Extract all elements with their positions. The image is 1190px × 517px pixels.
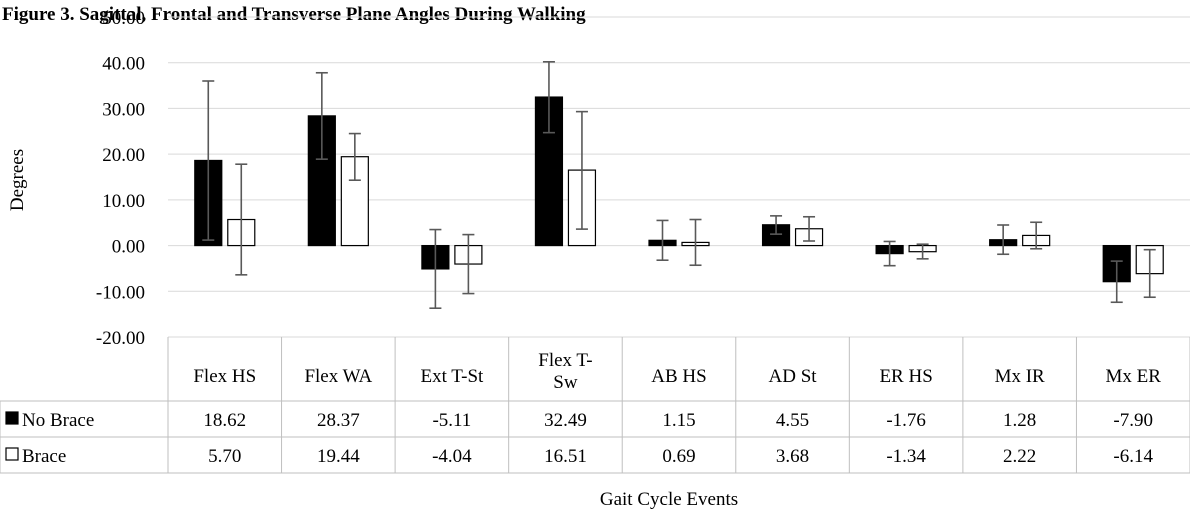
table-cell-value: -4.04 <box>432 446 472 467</box>
error-bar <box>575 110 588 230</box>
error-bar <box>883 240 896 267</box>
table-cell-value: -6.14 <box>1113 446 1153 467</box>
table-cell-value: 16.51 <box>544 446 587 467</box>
table-cell-value: 4.55 <box>776 410 809 431</box>
error-bar <box>348 132 361 181</box>
table-cell-value: 1.28 <box>1003 410 1036 431</box>
y-tick-label: -20.00 <box>96 328 145 349</box>
category-label: Flex T-Sw <box>538 350 592 393</box>
category-label: Ext T-St <box>420 366 484 387</box>
error-bar <box>997 224 1010 256</box>
error-bar <box>770 215 783 235</box>
table-cell-value: 5.70 <box>208 446 241 467</box>
table-cell-value: 0.69 <box>662 446 695 467</box>
legend-swatch-brace <box>5 447 19 461</box>
y-tick-label: 10.00 <box>102 191 145 212</box>
error-bar <box>1110 260 1123 304</box>
category-label: Flex HS <box>193 366 256 387</box>
error-bar <box>803 215 816 242</box>
y-tick-label: 0.00 <box>112 237 145 258</box>
table-cell-value: 28.37 <box>317 410 360 431</box>
y-axis-ticks: 50.00 40.00 30.00 20.00 10.00 0.00 -10.00 -20.0… <box>96 8 145 349</box>
y-tick-label: -10.00 <box>96 282 145 303</box>
error-bar <box>429 228 442 310</box>
table-cell-value: -5.11 <box>432 410 471 431</box>
bars <box>194 96 1164 283</box>
table-cell-value: -1.34 <box>886 446 926 467</box>
error-bar <box>462 233 475 295</box>
error-bar <box>689 218 702 267</box>
error-bar <box>202 80 215 241</box>
category-label: AD St <box>769 366 818 387</box>
y-tick-label: 40.00 <box>102 54 145 75</box>
category-label: AB HS <box>651 366 706 387</box>
gridlines <box>168 16 1190 338</box>
legend-swatch-no-brace <box>5 411 19 425</box>
error-bar <box>916 243 929 260</box>
chart-title: Figure 3. Sagittal, Frontal and Transver… <box>2 4 586 25</box>
y-tick-label: 50.00 <box>102 8 145 29</box>
y-axis-title: Degrees <box>7 149 28 211</box>
error-bar <box>1030 221 1043 250</box>
error-bars <box>202 60 1156 310</box>
legend-label: No Brace <box>22 410 94 431</box>
error-bar <box>315 71 328 160</box>
category-label: Mx IR <box>995 366 1045 387</box>
category-label: Mx ER <box>1106 366 1162 387</box>
table-cell-value: 32.49 <box>544 410 587 431</box>
category-label: Flex WA <box>304 366 372 387</box>
error-bar <box>1143 248 1156 299</box>
y-tick-label: 30.00 <box>102 99 145 120</box>
table-cell-value: 18.62 <box>203 410 246 431</box>
error-bar <box>235 163 248 276</box>
table-cell-value: 1.15 <box>662 410 695 431</box>
data-table: Flex HS Flex WA Ext T-St Flex T-Sw AB HS AD S… <box>0 337 1190 474</box>
category-label: ER HS <box>879 366 932 387</box>
error-bar <box>542 60 555 134</box>
table-cell-value: 2.22 <box>1003 446 1036 467</box>
table-cell-value: 3.68 <box>776 446 809 467</box>
table-cell-value: -1.76 <box>886 410 926 431</box>
table-cell-value: 19.44 <box>317 446 360 467</box>
error-bar <box>656 219 669 262</box>
x-axis-title: Gait Cycle Events <box>600 489 738 510</box>
table-cell-value: -7.90 <box>1113 410 1153 431</box>
legend-label: Brace <box>22 446 66 467</box>
y-tick-label: 20.00 <box>102 145 145 166</box>
